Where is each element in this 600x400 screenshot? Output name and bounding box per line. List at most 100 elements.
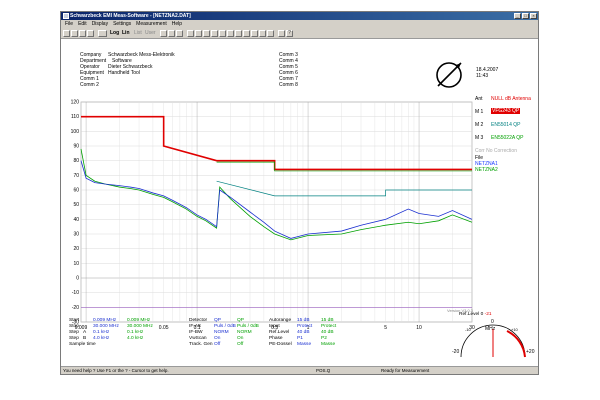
ref-level-label: Ref.Level 0 xyxy=(459,312,484,317)
marker-next-icon[interactable] xyxy=(195,30,202,37)
title-bar[interactable]: Schwarzbeck EMI Meas-Software - [NETZNA2… xyxy=(61,12,538,20)
limit-icon[interactable] xyxy=(259,30,266,37)
settings-cell[interactable]: Off xyxy=(214,342,221,347)
gauge-label-zero: 0 xyxy=(491,319,494,325)
settings-cell[interactable]: 0.009 MHz xyxy=(93,318,117,323)
settings-cell[interactable]: 40 dB xyxy=(297,330,310,335)
comm5-label: Comm 5 xyxy=(279,64,298,70)
settings-cell[interactable]: 0.1 kHz xyxy=(93,330,110,335)
settings-cell[interactable]: 0.009 MHz xyxy=(127,318,151,323)
report-icon[interactable] xyxy=(267,30,274,37)
measure-icon[interactable] xyxy=(98,30,107,37)
settings-cell[interactable]: On xyxy=(237,336,244,341)
corr-value[interactable]: No Correction xyxy=(486,148,517,154)
time-value: 11:43 xyxy=(476,73,489,79)
close-button[interactable]: × xyxy=(530,13,537,19)
y-tick-label: -10 xyxy=(72,290,79,296)
menu-edit[interactable]: Edit xyxy=(78,21,87,27)
x-tick-labels: 0.009 0.05 0.1 0.5 1 5 10 30 xyxy=(75,325,475,331)
settings-cell: Sample time xyxy=(69,342,96,347)
settings-cell[interactable]: 0.1 kHz xyxy=(127,330,144,335)
open-file-icon[interactable] xyxy=(71,30,78,37)
corr-label: Corr xyxy=(475,148,485,154)
marker-icon[interactable] xyxy=(187,30,194,37)
peak-icon[interactable] xyxy=(251,30,258,37)
grid-icon[interactable] xyxy=(176,30,183,37)
settings-cell[interactable]: P2 xyxy=(321,336,327,341)
ant-value[interactable]: NULL dB Antenna xyxy=(491,96,531,102)
settings-cell[interactable]: QP xyxy=(237,318,244,323)
settings-cell[interactable]: On xyxy=(214,336,221,341)
settings-cell[interactable]: Protect xyxy=(297,324,313,329)
m2-value[interactable]: EN55014 QP xyxy=(491,122,521,128)
settings-cell[interactable]: 30.000 MHz xyxy=(127,324,153,329)
new-file-icon[interactable] xyxy=(63,30,70,37)
print-icon[interactable] xyxy=(87,30,94,37)
settings-cell: VwScan xyxy=(189,336,207,341)
help-icon[interactable]: ? xyxy=(286,30,293,37)
m3-label: M 3 xyxy=(475,135,484,141)
m1-value[interactable]: VFG243 QP xyxy=(492,108,520,114)
file1-name[interactable]: NETZNA1 xyxy=(475,161,498,167)
menu-help[interactable]: Help xyxy=(171,21,183,27)
chart-icon[interactable] xyxy=(168,30,175,37)
minimize-button[interactable]: _ xyxy=(514,13,521,19)
zoom-y-icon[interactable] xyxy=(235,30,242,37)
settings-cell[interactable]: Off xyxy=(237,342,244,347)
settings-cell[interactable]: Puls / 0dB xyxy=(214,324,236,329)
settings-cell[interactable]: 4.0 kHz xyxy=(127,336,144,341)
settings-cell[interactable]: 30.000 MHz xyxy=(93,324,119,329)
settings-cell[interactable]: QP xyxy=(214,318,221,323)
version-label: Version V3.0.3 xyxy=(447,308,474,313)
limit-line xyxy=(216,161,472,172)
comm4-label: Comm 4 xyxy=(279,58,298,64)
y-tick-label: 60 xyxy=(73,188,79,194)
user-button[interactable]: User xyxy=(145,30,156,36)
y-tick-label: 80 xyxy=(73,158,79,164)
save-icon[interactable] xyxy=(79,30,86,37)
comm2-label: Comm 2 xyxy=(80,82,99,88)
settings-cell: Phase xyxy=(269,336,283,341)
settings-cell[interactable]: Puls / 0dB xyxy=(237,324,259,329)
settings-cell[interactable]: P1 xyxy=(297,336,303,341)
settings-cell[interactable]: Masse xyxy=(321,342,336,347)
menu-measurement[interactable]: Measurement xyxy=(136,21,167,27)
m3-value[interactable]: EN55022A QP xyxy=(491,135,524,141)
menu-file[interactable]: File xyxy=(65,21,74,27)
settings-cell[interactable]: NORM xyxy=(214,330,229,335)
y-tick-label: 40 xyxy=(73,217,79,223)
settings-cell: Ref.Level xyxy=(269,330,290,335)
ref-level-readout: Ref.Level 0 -21 xyxy=(459,312,492,317)
lin-button[interactable]: Lin xyxy=(122,30,130,36)
color-icon[interactable] xyxy=(160,30,167,37)
settings-cell[interactable]: B xyxy=(83,336,87,341)
settings-cell: Autorange xyxy=(269,318,292,323)
limit-lines xyxy=(81,115,472,197)
settings-cell[interactable]: 4.0 kHz xyxy=(93,336,110,341)
comm7-label: Comm 7 xyxy=(279,76,298,82)
settings-cell[interactable]: NORM xyxy=(237,330,252,335)
settings-cell[interactable]: Protect xyxy=(321,324,337,329)
y-tick-label: 50 xyxy=(73,202,79,208)
settings-cell[interactable]: A xyxy=(83,330,87,335)
zoom-x-icon[interactable] xyxy=(227,30,234,37)
list-button[interactable]: List xyxy=(134,30,142,36)
y-tick-label: 100 xyxy=(71,129,80,135)
zoom-in-icon[interactable] xyxy=(203,30,210,37)
settings-cell[interactable]: 15 dB xyxy=(321,318,334,323)
settings-cell[interactable]: 40 dB xyxy=(321,330,334,335)
menu-settings[interactable]: Settings xyxy=(113,21,132,27)
zoom-out-icon[interactable] xyxy=(211,30,218,37)
settings-cell[interactable]: Masse xyxy=(297,342,312,347)
maximize-button[interactable]: □ xyxy=(522,13,529,19)
zoom-fit-icon[interactable] xyxy=(219,30,226,37)
equipment-value: Handheld Tool xyxy=(108,70,140,76)
settings-icon[interactable] xyxy=(278,30,285,37)
settings-cell: Track. Gen xyxy=(189,342,213,347)
log-button[interactable]: Log xyxy=(110,30,120,36)
file2-name[interactable]: NETZNA2 xyxy=(475,167,498,173)
settings-cell[interactable]: 15 dB xyxy=(297,318,310,323)
menu-display[interactable]: Display xyxy=(91,21,109,27)
cursor-icon[interactable] xyxy=(243,30,250,37)
